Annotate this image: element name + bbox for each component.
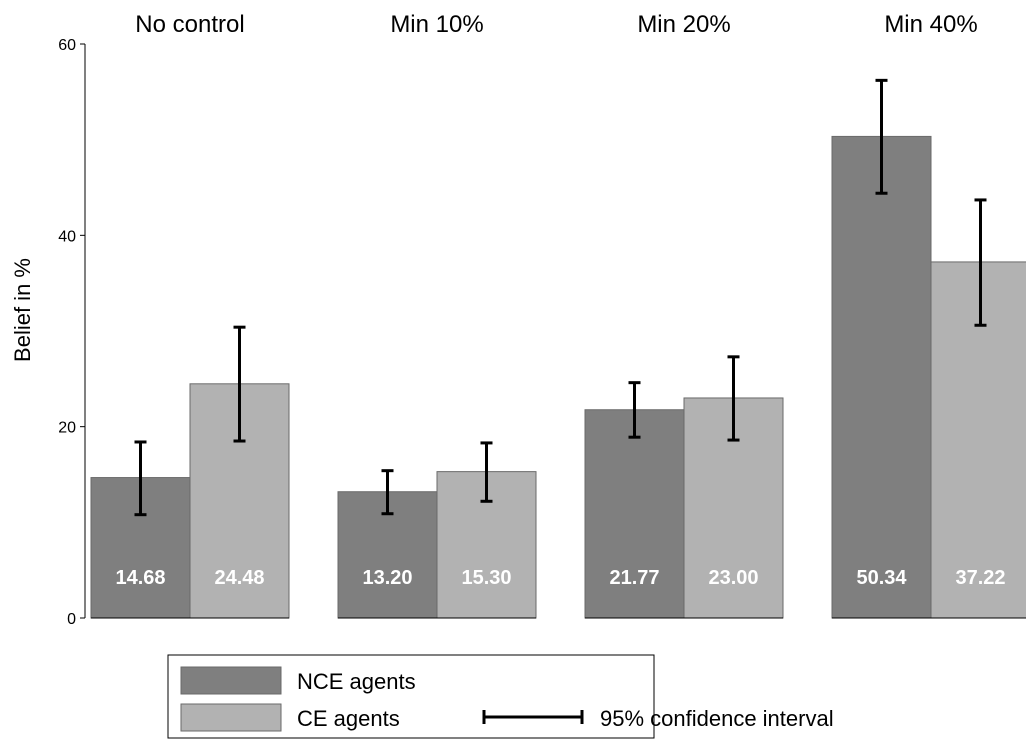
bar-value-label: 15.30	[461, 567, 511, 589]
error-bar	[727, 355, 740, 442]
bar	[831, 135, 932, 619]
y-axis-label: Belief in %	[10, 258, 35, 362]
error-bar	[974, 198, 987, 327]
y-axis: Belief in % 0 20 40 60	[10, 37, 86, 628]
bar-value-label: 37.22	[955, 567, 1005, 589]
error-bar	[134, 440, 147, 517]
legend-ci-marker	[482, 710, 584, 724]
error-bar	[480, 441, 493, 503]
legend-label-ce: CE agents	[297, 706, 400, 731]
panel: Min 20% 21.77 23.00	[584, 11, 784, 619]
panel: Min 10% 13.20 15.30	[337, 11, 537, 619]
panel-title: No control	[135, 11, 244, 38]
bar	[930, 261, 1026, 619]
legend-swatch-nce	[180, 666, 282, 695]
legend-label-ci: 95% confidence interval	[600, 706, 834, 731]
panel: No control 14.68 24.48	[90, 11, 290, 619]
bar-value-label: 13.20	[362, 567, 412, 589]
bar	[584, 409, 685, 619]
legend-swatch-ce	[180, 703, 282, 732]
error-bar	[875, 78, 888, 195]
y-tick-label: 60	[58, 37, 76, 54]
bar-value-label: 14.68	[115, 567, 165, 589]
y-tick-label: 20	[58, 420, 76, 437]
bar-value-label: 21.77	[609, 567, 659, 589]
bar-value-label: 50.34	[856, 567, 907, 589]
bar-value-label: 23.00	[708, 567, 758, 589]
legend: NCE agents CE agents 95% confidence inte…	[167, 654, 834, 739]
y-tick-label: 0	[67, 611, 76, 628]
bar-value-label: 24.48	[214, 567, 264, 589]
panel-title: Min 10%	[390, 11, 483, 38]
error-bar	[381, 469, 394, 516]
error-bar	[628, 381, 641, 439]
panel-title: Min 40%	[884, 11, 977, 38]
error-bar	[233, 325, 246, 443]
legend-label-nce: NCE agents	[297, 669, 416, 694]
y-tick-label: 40	[58, 228, 76, 245]
panel-title: Min 20%	[637, 11, 730, 38]
panel: Min 40% 50.34 37.22	[831, 11, 1026, 619]
